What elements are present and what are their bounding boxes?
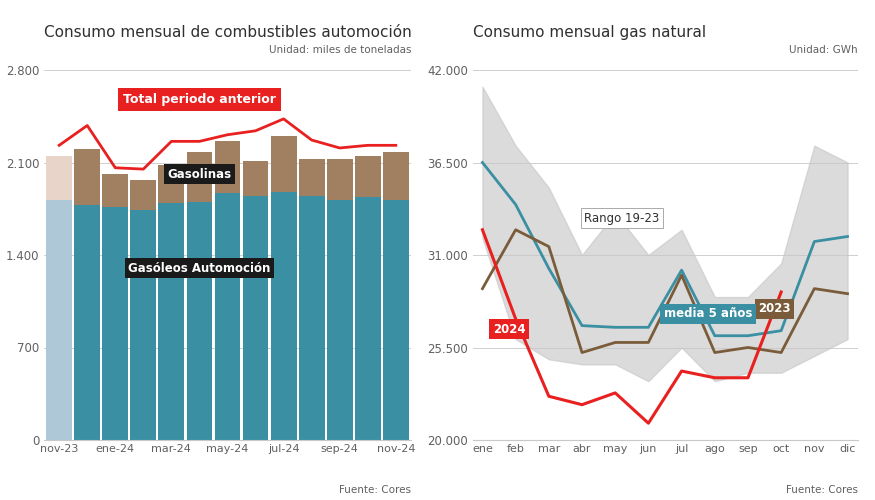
Bar — [102, 174, 129, 208]
Text: Consumo mensual gas natural: Consumo mensual gas natural — [473, 25, 705, 40]
Bar — [130, 180, 157, 210]
Bar — [270, 192, 297, 440]
Bar — [326, 158, 353, 200]
Bar — [298, 196, 325, 440]
Bar — [186, 152, 213, 202]
Bar — [186, 202, 213, 440]
Text: Fuente: Cores: Fuente: Cores — [340, 485, 411, 495]
Text: 2024: 2024 — [493, 322, 525, 336]
Text: Unidad: GWh: Unidad: GWh — [789, 45, 858, 55]
Bar — [46, 200, 72, 440]
Bar — [158, 165, 185, 203]
Bar — [298, 158, 325, 196]
Bar — [102, 208, 129, 440]
Text: Rango 19-23: Rango 19-23 — [584, 212, 660, 224]
Bar — [130, 210, 157, 440]
Bar — [214, 142, 241, 193]
Text: Gasolinas: Gasolinas — [167, 168, 232, 181]
Bar — [383, 200, 409, 440]
Text: Fuente: Cores: Fuente: Cores — [786, 485, 858, 495]
Bar — [383, 152, 409, 200]
Text: 2023: 2023 — [759, 302, 791, 316]
Text: Total periodo anterior: Total periodo anterior — [123, 92, 276, 106]
Bar — [242, 196, 269, 440]
Bar — [74, 205, 100, 440]
Bar — [326, 200, 353, 440]
Bar — [74, 150, 100, 205]
Text: media 5 años: media 5 años — [664, 308, 752, 320]
Bar — [46, 156, 72, 200]
Text: Gasóleos Automoción: Gasóleos Automoción — [129, 262, 270, 274]
Bar — [270, 136, 297, 192]
Bar — [355, 156, 381, 197]
Text: Unidad: miles de toneladas: Unidad: miles de toneladas — [269, 45, 411, 55]
Bar — [355, 197, 381, 440]
Bar — [242, 161, 269, 196]
Bar — [214, 193, 241, 440]
Text: Consumo mensual de combustibles automoción: Consumo mensual de combustibles automoci… — [44, 25, 411, 40]
Bar — [158, 204, 185, 440]
